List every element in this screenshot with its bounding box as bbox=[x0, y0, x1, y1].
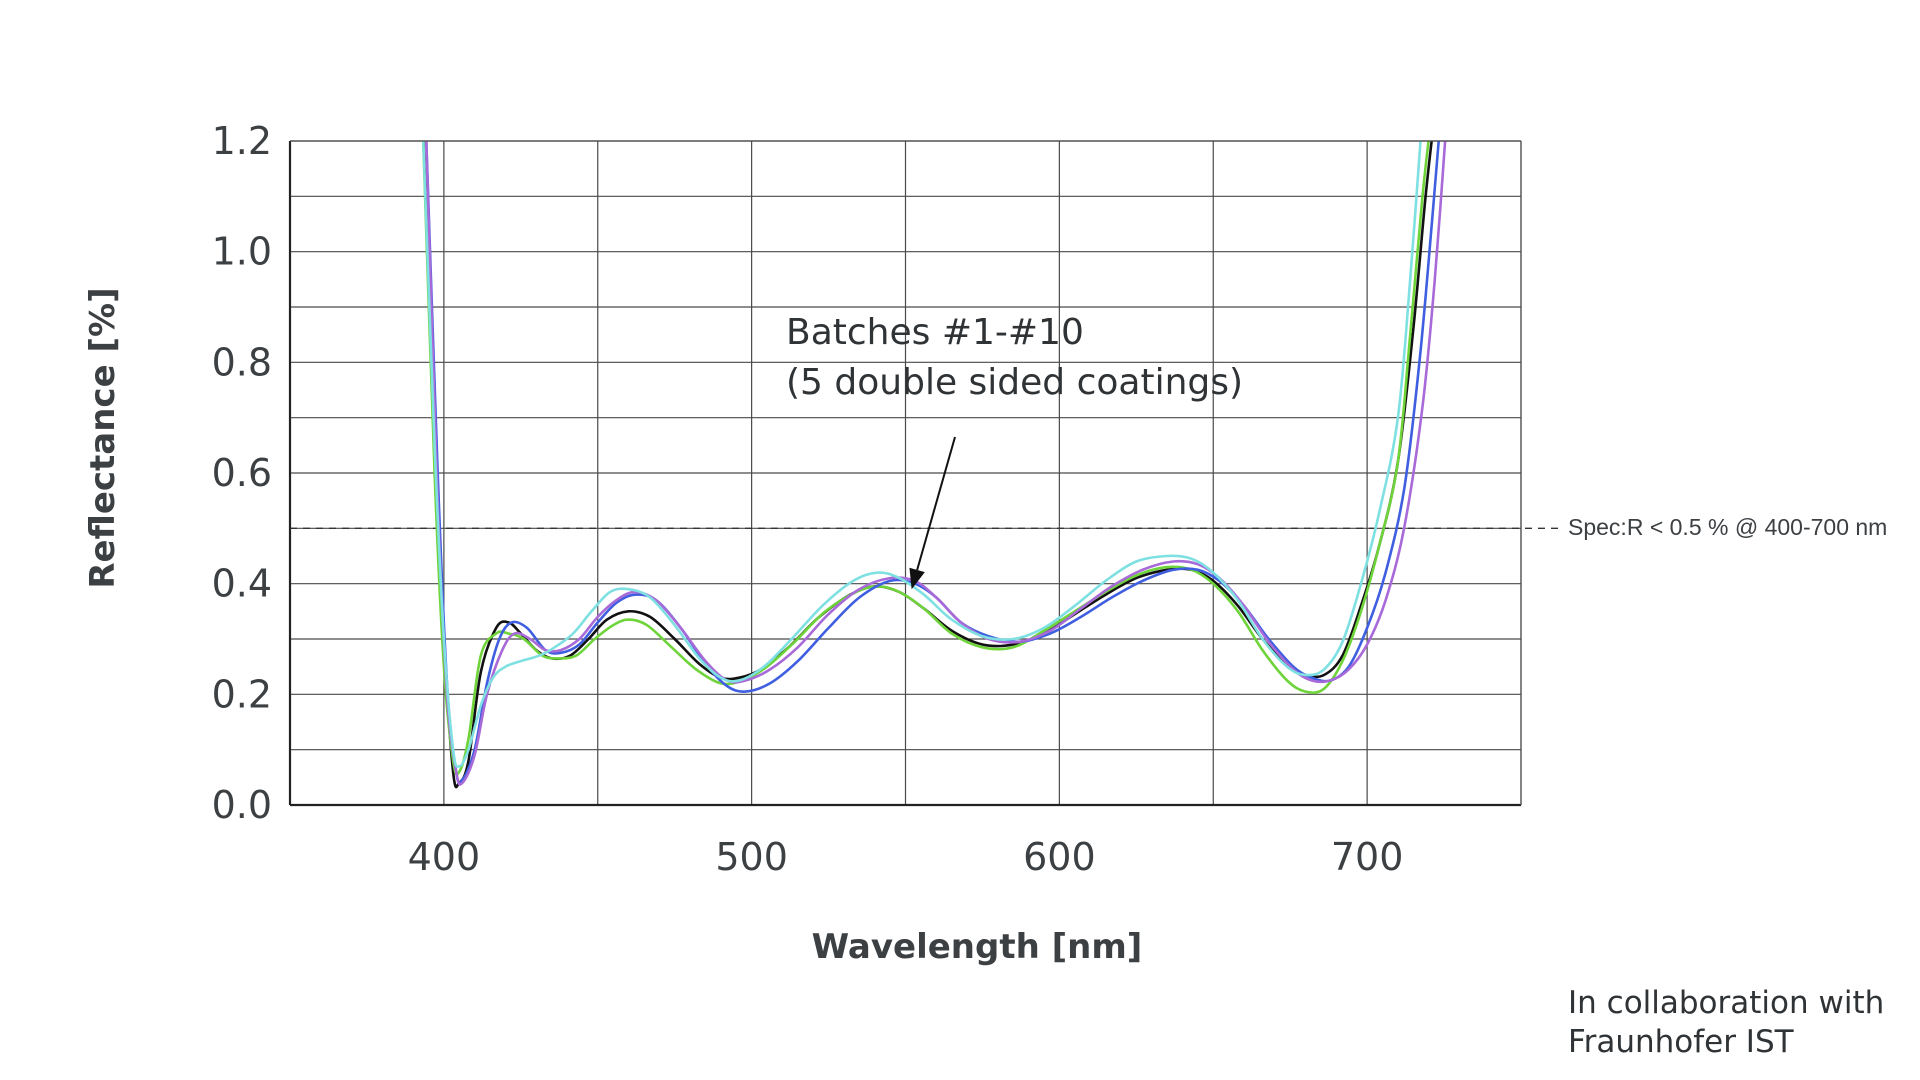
y-tick-label: 0.2 bbox=[212, 672, 272, 716]
credit-line-1: In collaboration with bbox=[1568, 985, 1885, 1021]
annotation-arrow bbox=[909, 436, 956, 590]
series-group bbox=[421, 141, 1447, 789]
x-tick-label: 400 bbox=[408, 835, 481, 879]
arrow-head bbox=[909, 567, 925, 590]
credit-note: In collaboration with Fraunhofer IST bbox=[1568, 984, 1884, 1062]
y-tick-label: 0.8 bbox=[212, 340, 272, 384]
axes bbox=[288, 140, 1522, 807]
y-tick-label: 1.2 bbox=[212, 119, 272, 163]
y-axis-title: Reflectance [%] bbox=[83, 287, 123, 588]
x-tick-label: 700 bbox=[1331, 835, 1404, 879]
x-axis-title: Wavelength [nm] bbox=[812, 927, 1143, 967]
y-tick-label: 0.0 bbox=[212, 783, 272, 827]
credit-line-2: Fraunhofer IST bbox=[1568, 1024, 1794, 1060]
series-line-4 bbox=[424, 141, 1447, 786]
y-tick-label: 0.6 bbox=[212, 451, 272, 495]
x-tick-label: 500 bbox=[715, 835, 788, 879]
annotation-line-1: Batches #1-#10 bbox=[786, 312, 1084, 353]
series-line-2 bbox=[421, 141, 1430, 776]
spec-label: Spec:R < 0.5 % @ 400-700 nm bbox=[1568, 514, 1887, 540]
y-tick-label: 1.0 bbox=[212, 230, 272, 274]
series-line-5 bbox=[422, 141, 1422, 768]
x-tick-label: 600 bbox=[1023, 835, 1096, 879]
x-tick-labels: 400 500 600 700 bbox=[408, 835, 1404, 879]
y-tick-label: 0.4 bbox=[212, 562, 272, 606]
series-line-1 bbox=[422, 141, 1433, 789]
annotation-line-2: (5 double sided coatings) bbox=[786, 362, 1243, 403]
arrow-shaft bbox=[916, 436, 956, 571]
y-tick-labels: 0.0 0.2 0.4 0.6 0.8 1.0 1.2 bbox=[212, 119, 272, 827]
